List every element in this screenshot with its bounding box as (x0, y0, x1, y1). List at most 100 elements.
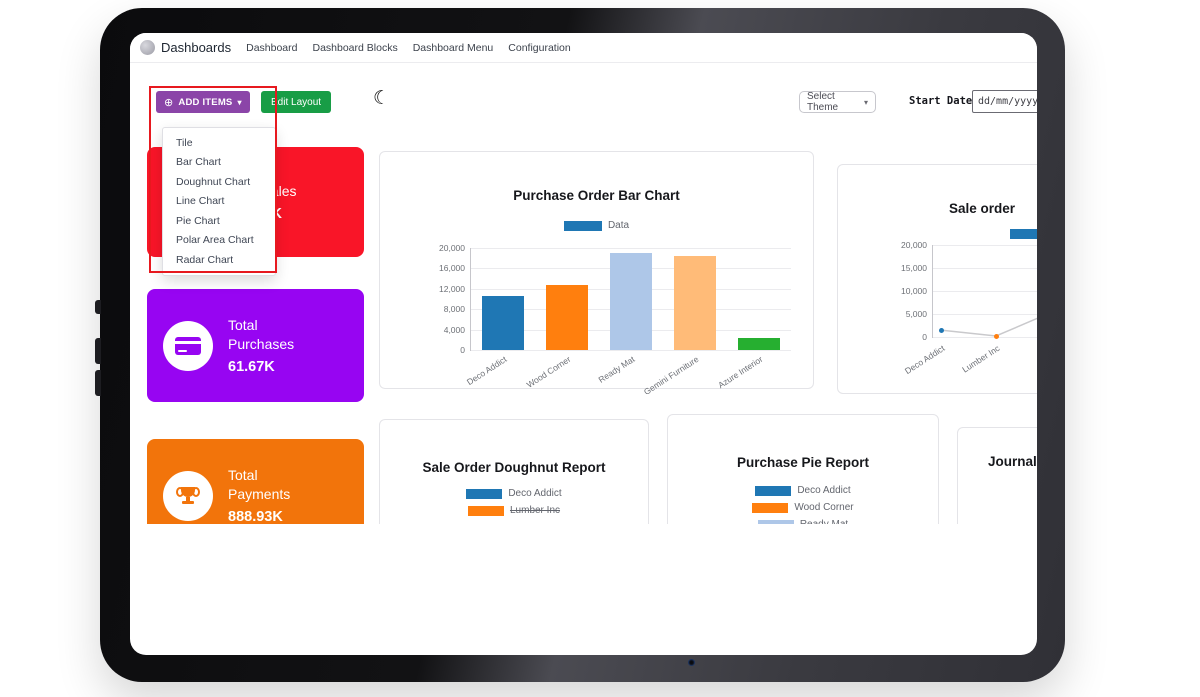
legend-item-ready-mat[interactable]: Ready Mat (668, 519, 938, 524)
app-logo-icon (140, 40, 155, 55)
tile-label: Payments (228, 486, 291, 502)
x-axis-label: Deco Addict (902, 343, 947, 377)
purchase-pie-card: Purchase Pie Report Deco Addict Wood Corn… (667, 414, 939, 524)
menu-item-polar-area-chart[interactable]: Polar Area Chart (176, 234, 254, 246)
legend-swatch (563, 220, 602, 231)
bar-ready-mat (610, 253, 652, 350)
legend-label: Ready Mat (800, 519, 848, 524)
nav-item-dashboard[interactable]: Dashboard (246, 41, 298, 54)
legend-label: Deco Addict (508, 488, 562, 499)
tablet-side-button (95, 300, 101, 314)
tile-label: Purchases (228, 336, 295, 352)
y-axis-tick: 16,000 (439, 263, 465, 274)
x-axis-label: Jo (1010, 343, 1037, 390)
sale-order-doughnut-card: Sale Order Doughnut Report Deco Addict Lu… (379, 419, 649, 524)
bar-wood-corner (546, 284, 588, 350)
edit-layout-button[interactable]: Edit Layout (261, 91, 332, 113)
caret-down-icon: ▾ (237, 97, 242, 107)
chevron-down-icon: ▾ (863, 97, 868, 107)
app-screen: Dashboards Dashboard Dashboard Blocks Dash… (130, 33, 1037, 655)
bar-gemini-furniture (674, 256, 716, 350)
y-axis-tick: 20,000 (439, 243, 465, 253)
y-axis-tick: 8,000 (443, 304, 465, 315)
gridline (471, 248, 791, 249)
tablet-camera-dot (688, 659, 695, 666)
gridline (471, 350, 791, 351)
plus-circle-icon: ⊕ (164, 96, 174, 109)
y-axis-tick: 4,000 (443, 324, 465, 335)
nav-item-dashboard-blocks[interactable]: Dashboard Blocks (312, 41, 398, 54)
credit-card-icon (175, 336, 201, 355)
top-navbar: Dashboards Dashboard Dashboard Blocks Dash… (130, 33, 1037, 63)
chart-title: Purchase Order Bar Chart (513, 188, 680, 203)
x-axis-label: Lumber Inc (960, 343, 1002, 375)
menu-item-tile[interactable]: Tile (176, 136, 193, 149)
sale-order-line-chart-card: Sale order 20,000 15,000 10,000 5,000 0 Deco … (837, 164, 1037, 394)
y-axis-tick: 10,000 (901, 286, 927, 296)
tablet-volume-up-button (95, 338, 101, 364)
total-purchases-tile[interactable]: Total Purchases 61.67K (147, 289, 364, 402)
pie-legend: Deco Addict Wood Corner Ready Mat (668, 485, 938, 524)
dashboard-content: ⊕ ADD ITEMS ▾ Edit Layout ☾ Select Theme… (130, 33, 1037, 524)
bar-deco-addict (482, 296, 524, 350)
app-title: Dashboards (161, 40, 232, 55)
gridline (933, 268, 1037, 269)
y-axis-tick: 0 (922, 332, 927, 342)
legend-swatch (752, 502, 789, 513)
legend-swatch (755, 485, 792, 496)
doughnut-legend: Deco Addict Lumber Inc (380, 488, 648, 522)
y-axis-tick: 20,000 (901, 240, 927, 250)
purchase-bar-chart-card: Purchase Order Bar Chart Data 20,000 16,0… (379, 151, 814, 397)
legend-swatch[interactable] (1010, 229, 1037, 239)
total-payments-tile[interactable]: Total Payments 888.93K (147, 439, 364, 524)
legend-label: Deco Addict (797, 485, 851, 496)
bar-plot-area: 20,000 16,000 12,000 8,000 4,000 0 Deco Addict… (439, 243, 791, 397)
chart-title: Sale Order Doughnut Report (422, 460, 606, 475)
menu-item-line-chart[interactable]: Line Chart (176, 195, 225, 207)
gridline (933, 314, 1037, 315)
tile-value: 888.93K (228, 509, 283, 524)
start-date-label: Start Date: (909, 95, 979, 107)
start-date-input[interactable] (972, 90, 1037, 113)
chart-title: Journal (988, 454, 1037, 469)
legend-swatch (466, 488, 503, 499)
legend-item-wood-corner[interactable]: Wood Corner (668, 502, 938, 513)
nav-item-configuration[interactable]: Configuration (508, 41, 571, 54)
legend-swatch (757, 519, 794, 524)
menu-item-pie-chart[interactable]: Pie Chart (176, 214, 220, 227)
tablet-frame: Dashboards Dashboard Dashboard Blocks Dash… (95, 8, 1065, 682)
tile-label: Total (228, 317, 258, 333)
dark-mode-moon-icon[interactable]: ☾ (373, 88, 391, 109)
add-items-button[interactable]: ⊕ ADD ITEMS ▾ (156, 91, 250, 113)
gridline (933, 291, 1037, 292)
data-point (938, 327, 944, 333)
app-brand[interactable]: Dashboards (140, 40, 231, 55)
legend-item-deco-addict[interactable]: Deco Addict (380, 488, 648, 499)
menu-item-doughnut-chart[interactable]: Doughnut Chart (176, 175, 251, 188)
y-axis-tick: 0 (460, 345, 465, 355)
bar-chart-legend[interactable]: Data (380, 220, 813, 231)
legend-label: Wood Corner (794, 502, 854, 513)
line-plot-area: 20,000 15,000 10,000 5,000 0 Deco Addict Lumbe… (901, 240, 1037, 376)
legend-item-deco-addict[interactable]: Deco Addict (668, 485, 938, 496)
y-axis-tick: 5,000 (905, 309, 927, 319)
tile-value: 61.67K (228, 359, 275, 375)
select-theme-label: Select Theme (807, 91, 839, 113)
menu-item-radar-chart[interactable]: Radar Chart (176, 253, 234, 266)
tablet-volume-down-button (95, 370, 101, 396)
chart-title: Purchase Pie Report (736, 455, 870, 470)
legend-label: Data (607, 220, 630, 231)
gridline (933, 245, 1037, 246)
chart-title: Sale order (948, 201, 1016, 216)
gridline (933, 337, 1037, 338)
tile-label: Total (228, 467, 258, 483)
trophy-icon (176, 486, 200, 506)
menu-item-bar-chart[interactable]: Bar Chart (176, 156, 221, 168)
data-point (993, 333, 999, 339)
nav-item-dashboard-menu[interactable]: Dashboard Menu (412, 41, 494, 54)
add-items-menu: Tile Bar Chart Doughnut Chart Line Chart Pie… (162, 127, 276, 276)
select-theme-dropdown[interactable]: Select Theme ▾ (799, 91, 876, 113)
legend-item-lumber-inc[interactable]: Lumber Inc (380, 505, 648, 516)
edit-layout-label: Edit Layout (271, 96, 322, 108)
